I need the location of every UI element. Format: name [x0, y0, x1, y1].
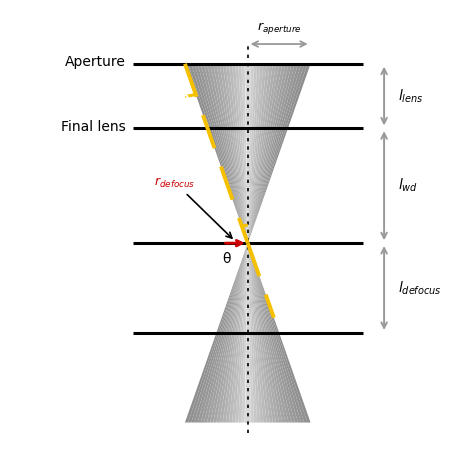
- Polygon shape: [232, 64, 248, 243]
- Polygon shape: [207, 243, 248, 423]
- Polygon shape: [219, 243, 248, 423]
- Polygon shape: [248, 64, 285, 243]
- Text: $l_{defocus}$: $l_{defocus}$: [399, 279, 442, 296]
- Polygon shape: [235, 64, 248, 243]
- Polygon shape: [245, 243, 248, 423]
- Polygon shape: [248, 64, 298, 243]
- Text: θ: θ: [180, 94, 190, 109]
- Polygon shape: [194, 64, 248, 243]
- Polygon shape: [191, 243, 248, 423]
- Polygon shape: [248, 243, 308, 423]
- Polygon shape: [204, 243, 248, 423]
- Polygon shape: [201, 243, 248, 423]
- Polygon shape: [248, 243, 289, 423]
- Polygon shape: [201, 64, 248, 243]
- Text: Aperture: Aperture: [65, 55, 126, 69]
- Polygon shape: [238, 64, 248, 243]
- Text: $r_{aperture}$: $r_{aperture}$: [257, 20, 301, 36]
- Polygon shape: [235, 243, 248, 423]
- Polygon shape: [229, 64, 248, 243]
- Polygon shape: [248, 243, 257, 423]
- Polygon shape: [191, 64, 248, 243]
- Polygon shape: [185, 243, 248, 423]
- Polygon shape: [248, 64, 251, 243]
- Polygon shape: [248, 243, 273, 423]
- Polygon shape: [248, 243, 298, 423]
- Polygon shape: [248, 243, 285, 423]
- Polygon shape: [207, 64, 248, 243]
- Polygon shape: [248, 64, 304, 243]
- Polygon shape: [223, 64, 248, 243]
- Polygon shape: [188, 64, 248, 243]
- Polygon shape: [248, 243, 260, 423]
- Polygon shape: [213, 64, 248, 243]
- Polygon shape: [213, 243, 248, 423]
- Polygon shape: [248, 243, 310, 423]
- Polygon shape: [210, 64, 248, 243]
- Polygon shape: [248, 243, 279, 423]
- Polygon shape: [188, 243, 248, 423]
- Polygon shape: [248, 64, 260, 243]
- Polygon shape: [248, 243, 292, 423]
- Polygon shape: [248, 64, 276, 243]
- Polygon shape: [248, 64, 292, 243]
- Text: θ: θ: [222, 252, 230, 266]
- Polygon shape: [226, 243, 248, 423]
- Polygon shape: [248, 243, 251, 423]
- Polygon shape: [248, 64, 283, 243]
- Polygon shape: [216, 64, 248, 243]
- Polygon shape: [248, 64, 257, 243]
- Polygon shape: [248, 243, 270, 423]
- Text: Final lens: Final lens: [61, 119, 126, 133]
- Polygon shape: [216, 243, 248, 423]
- Polygon shape: [232, 243, 248, 423]
- Polygon shape: [248, 243, 276, 423]
- Polygon shape: [248, 64, 295, 243]
- Polygon shape: [248, 64, 254, 243]
- Polygon shape: [241, 64, 248, 243]
- Polygon shape: [223, 243, 248, 423]
- Text: $r_{defocus}$: $r_{defocus}$: [155, 176, 232, 238]
- Polygon shape: [248, 64, 308, 243]
- Polygon shape: [241, 243, 248, 423]
- Polygon shape: [248, 64, 264, 243]
- Polygon shape: [248, 64, 270, 243]
- Polygon shape: [248, 243, 254, 423]
- Polygon shape: [226, 64, 248, 243]
- Text: $l_{lens}$: $l_{lens}$: [399, 87, 424, 105]
- Polygon shape: [248, 64, 310, 243]
- Polygon shape: [248, 64, 289, 243]
- Polygon shape: [198, 64, 248, 243]
- Text: $l_{wd}$: $l_{wd}$: [399, 177, 419, 194]
- Polygon shape: [248, 243, 301, 423]
- Polygon shape: [248, 64, 273, 243]
- Polygon shape: [245, 64, 248, 243]
- Polygon shape: [219, 64, 248, 243]
- Polygon shape: [248, 243, 266, 423]
- Polygon shape: [248, 243, 264, 423]
- Polygon shape: [248, 243, 295, 423]
- Polygon shape: [248, 243, 283, 423]
- Polygon shape: [204, 64, 248, 243]
- Polygon shape: [229, 243, 248, 423]
- Polygon shape: [248, 64, 266, 243]
- Polygon shape: [248, 243, 304, 423]
- Polygon shape: [238, 243, 248, 423]
- Polygon shape: [194, 243, 248, 423]
- Polygon shape: [210, 243, 248, 423]
- Polygon shape: [248, 64, 301, 243]
- Polygon shape: [198, 243, 248, 423]
- Polygon shape: [185, 64, 248, 243]
- Polygon shape: [248, 64, 279, 243]
